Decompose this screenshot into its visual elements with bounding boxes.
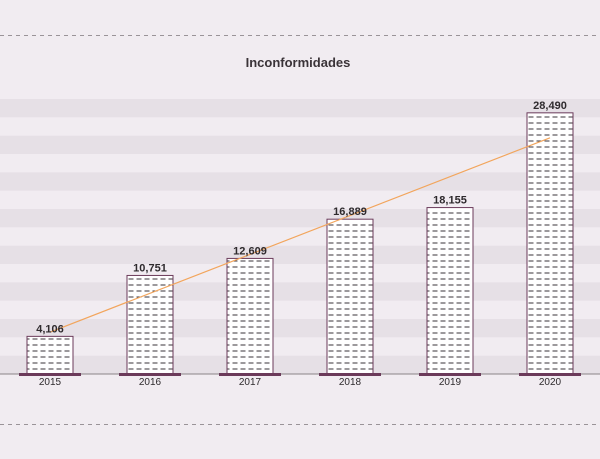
data-label-2020: 28,490 [533, 100, 567, 112]
x-ticks-group: 2015 2016 2017 2018 2019 2020 [39, 377, 562, 388]
x-tick-2018: 2018 [339, 377, 362, 388]
data-label-2015: 4,106 [36, 323, 64, 335]
x-tick-2019: 2019 [439, 377, 462, 388]
chart-title: Inconformidades [246, 55, 351, 70]
grid-band [0, 172, 600, 191]
data-label-2018: 16,889 [333, 206, 367, 218]
data-label-2019: 18,155 [433, 195, 467, 207]
grid-band [0, 135, 600, 154]
bar-base-accent [19, 373, 81, 376]
grid-band [0, 355, 600, 374]
bar-2020 [526, 112, 574, 375]
data-labels-group: 4,106 10,751 12,609 16,889 18,155 28,490 [36, 100, 567, 336]
bars-group [19, 112, 581, 376]
bar-base-accent [319, 373, 381, 376]
grid-band [0, 99, 600, 118]
bar-base-accent [419, 373, 481, 376]
x-tick-2020: 2020 [539, 377, 562, 388]
data-label-2017: 12,609 [233, 245, 267, 257]
grid-band [0, 209, 600, 228]
data-label-2016: 10,751 [133, 262, 167, 274]
grid-band [0, 282, 600, 301]
bar-base-accent [519, 373, 581, 376]
grid-bands [0, 99, 600, 374]
grid-band [0, 245, 600, 264]
bar-2018 [326, 218, 374, 375]
bar-base-accent [219, 373, 281, 376]
bar-base-accent [119, 373, 181, 376]
trendline [49, 137, 551, 333]
bar-2019 [426, 207, 474, 375]
bar-2016 [126, 274, 174, 375]
bar-2017 [226, 257, 274, 375]
trendline-group [49, 137, 551, 333]
grid-band [0, 319, 600, 338]
x-tick-2016: 2016 [139, 377, 162, 388]
x-tick-2015: 2015 [39, 377, 62, 388]
x-tick-2017: 2017 [239, 377, 262, 388]
bar-2015 [26, 335, 74, 375]
